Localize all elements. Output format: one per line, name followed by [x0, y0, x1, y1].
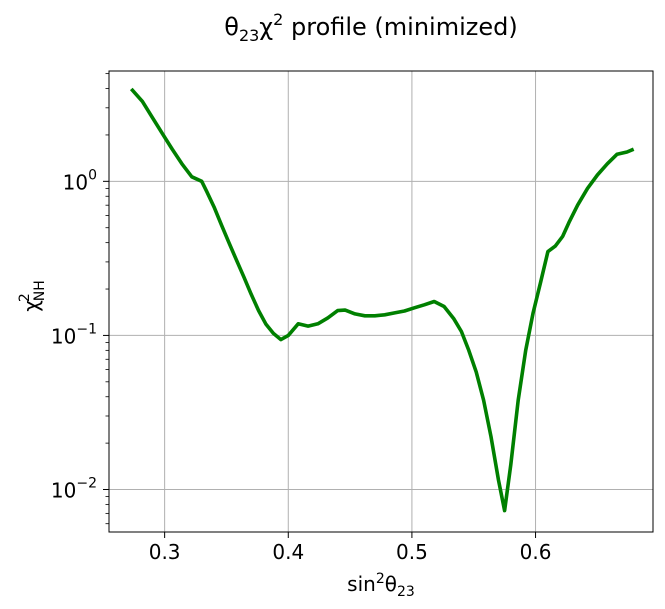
axes: 0.3 0.4 0.5 0.6 10−2 10−1 100 — [51, 73, 552, 564]
x-axis-title-theta: θ — [385, 572, 397, 596]
chart-title-chi-sup: 2 — [273, 10, 283, 29]
x-axis-title-sup: 2 — [376, 571, 385, 587]
chart-title: θ23χ2 profile (minimized) — [224, 10, 517, 45]
chart-title-theta-sub: 23 — [239, 26, 259, 45]
x-axis-title-main: sin — [347, 572, 376, 596]
y-tick-label: 10−2 — [51, 476, 97, 503]
y-axis-title: χ2NH — [17, 280, 48, 311]
y-tick-label: 10−1 — [51, 321, 97, 348]
x-tick-label: 0.6 — [520, 540, 552, 564]
plot-area — [129, 87, 635, 513]
grid — [109, 71, 653, 532]
chart-title-theta: θ — [224, 13, 239, 41]
y-tick-label: 100 — [63, 167, 97, 194]
x-tick-label: 0.3 — [149, 540, 181, 564]
y-axis-title-sub: NH — [32, 280, 48, 301]
x-tick-label: 0.5 — [396, 540, 428, 564]
y-axis-title-chi: χ — [19, 300, 43, 312]
chart-title-rest: profile (minimized) — [283, 13, 517, 41]
chart-title-chi: χ — [259, 13, 273, 41]
x-axis-title-sub: 23 — [397, 584, 415, 600]
plot-frame — [108, 70, 654, 533]
x-axis-title: sin2θ23 — [347, 571, 415, 600]
x-tick-label: 0.4 — [272, 540, 304, 564]
y-axis-title-sup: 2 — [17, 293, 33, 302]
series-line — [129, 87, 635, 513]
